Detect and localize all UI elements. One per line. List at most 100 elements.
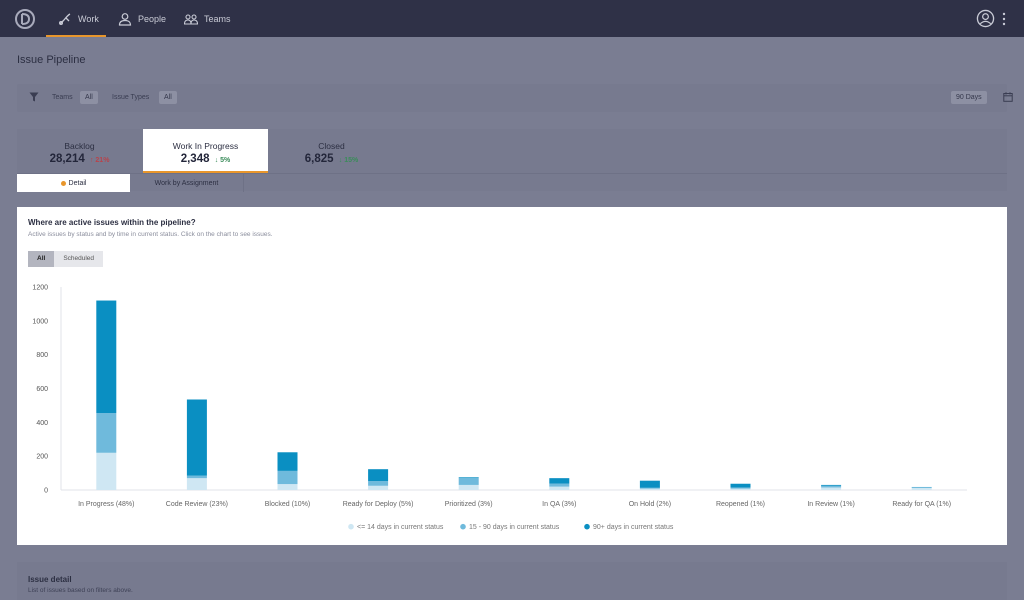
x-tick-label: Code Review (23%) xyxy=(166,501,228,508)
active-tab-indicator xyxy=(46,35,106,37)
teams-filter-select[interactable]: All xyxy=(80,91,98,104)
tab-backlog-title: Backlog xyxy=(64,141,95,151)
bar-segment xyxy=(730,487,751,489)
wip-count: 2,348 xyxy=(180,153,210,165)
y-tick-label: 800 xyxy=(36,352,48,359)
bar-segment xyxy=(549,483,570,487)
legend-label: <= 14 days in current status xyxy=(357,524,444,531)
filter-icon[interactable] xyxy=(29,92,39,102)
backlog-count: 28,214 xyxy=(49,153,85,165)
issue-detail-subtitle: List of issues based on filters above. xyxy=(28,587,133,594)
bar-segment xyxy=(458,477,479,479)
backlog-delta-value: 21% xyxy=(95,157,110,164)
x-tick-label: Ready for Deploy (5%) xyxy=(343,501,414,508)
tab-backlog[interactable]: Backlog 28,214 ↑ 21% xyxy=(17,129,142,172)
person-icon xyxy=(118,12,132,26)
active-dot-icon xyxy=(60,180,66,186)
y-tick-label: 400 xyxy=(36,420,48,427)
legend-label: 15 - 90 days in current status xyxy=(469,524,560,531)
legend-item: 90+ days in current status xyxy=(584,523,674,531)
issue-types-filter-label: Issue Types xyxy=(112,94,150,101)
subtab-detail[interactable]: Detail xyxy=(17,174,130,192)
x-tick-label: Prioritized (3%) xyxy=(445,501,493,508)
top-navigation: Work People Teams xyxy=(0,0,1024,37)
calendar-icon[interactable] xyxy=(1003,92,1013,102)
nav-people[interactable]: People xyxy=(118,0,166,37)
x-tick-label: Blocked (10%) xyxy=(265,501,311,508)
bar-segment xyxy=(368,485,389,490)
bar-segment xyxy=(186,478,207,490)
bar-segment xyxy=(368,481,389,486)
tab-work-in-progress[interactable]: Work In Progress 2,348 ↓ 5% xyxy=(143,129,268,173)
issue-types-filter-select[interactable]: All xyxy=(159,91,177,104)
tab-closed[interactable]: Closed 6,825 ↓ 15% xyxy=(269,129,394,172)
x-tick-label: On Hold (2%) xyxy=(629,501,671,508)
bar-segment xyxy=(639,480,660,488)
y-tick-label: 200 xyxy=(36,454,48,461)
work-icon xyxy=(59,12,71,25)
view-toggle: All Scheduled xyxy=(28,251,104,267)
legend-label: 90+ days in current status xyxy=(593,524,674,531)
subtab-assignment-label: Work by Assignment xyxy=(154,179,219,187)
bar-segment xyxy=(911,486,932,488)
y-tick-label: 1200 xyxy=(32,285,48,292)
teams-icon xyxy=(184,13,198,25)
x-tick-label: In Review (1%) xyxy=(807,501,854,508)
legend-swatch xyxy=(460,523,466,530)
bar-segment xyxy=(277,470,298,485)
bar-segment xyxy=(639,488,660,490)
y-tick-label: 1000 xyxy=(32,318,48,325)
bar-segment xyxy=(96,413,117,453)
closed-delta: ↓ 15% xyxy=(338,157,359,164)
bar-segment xyxy=(821,484,842,486)
bar-segment xyxy=(458,478,479,485)
y-tick-label: 0 xyxy=(44,488,48,495)
bar-segment xyxy=(911,487,932,490)
user-avatar-icon[interactable] xyxy=(976,9,995,28)
bar-segment xyxy=(186,399,207,476)
bar-segment xyxy=(96,452,117,490)
more-menu-icon[interactable] xyxy=(1001,12,1007,26)
tab-wip-title: Work In Progress xyxy=(172,141,239,151)
nav-people-label: People xyxy=(138,13,167,24)
x-tick-label: Ready for QA (1%) xyxy=(892,501,951,508)
bar-segment xyxy=(549,486,570,490)
active-tab-indicator xyxy=(143,171,268,173)
nav-teams-label: Teams xyxy=(204,13,231,24)
wip-delta: ↓ 5% xyxy=(214,157,231,164)
pipeline-bar-chart[interactable]: 0 200 400 600 800 1000 1200 In Progress (48%) Co… xyxy=(17,277,1007,545)
bar-segment xyxy=(96,300,117,414)
closed-count: 6,825 xyxy=(304,153,334,165)
toggle-scheduled[interactable]: Scheduled xyxy=(54,251,104,267)
toggle-all[interactable]: All xyxy=(28,251,55,267)
nav-teams[interactable]: Teams xyxy=(184,0,231,37)
app-logo-icon[interactable] xyxy=(14,8,36,30)
bar-segment xyxy=(821,485,842,488)
sub-tabs: Detail Work by Assignment xyxy=(17,173,1007,192)
wip-delta-value: 5% xyxy=(220,157,231,164)
bar-segment xyxy=(458,484,479,490)
page-title: Issue Pipeline xyxy=(17,54,86,66)
pipeline-chart-card: Where are active issues within the pipel… xyxy=(17,207,1007,545)
date-range-select[interactable]: 90 Days xyxy=(951,91,987,104)
bar-segment xyxy=(277,484,298,490)
bar-segment xyxy=(730,483,751,488)
closed-delta-value: 15% xyxy=(344,157,359,164)
chart-card-title: Where are active issues within the pipel… xyxy=(28,218,196,227)
x-tick-label: In QA (3%) xyxy=(542,501,576,508)
legend-swatch xyxy=(584,523,590,530)
legend-swatch xyxy=(348,523,354,530)
bar-segment xyxy=(368,469,389,482)
subtab-work-by-assignment[interactable]: Work by Assignment xyxy=(130,174,244,192)
bar-segment xyxy=(549,478,570,484)
bar-segment xyxy=(639,487,660,489)
legend-item: 15 - 90 days in current status xyxy=(460,523,560,531)
bar-segment xyxy=(277,452,298,471)
issue-detail-card: Issue detail List of issues based on fil… xyxy=(17,562,1007,600)
bar-segment xyxy=(186,475,207,479)
x-tick-label: Reopened (1%) xyxy=(716,501,765,508)
x-tick-label: In Progress (48%) xyxy=(78,501,134,508)
nav-work[interactable]: Work xyxy=(46,0,106,37)
tab-closed-title: Closed xyxy=(318,141,345,151)
subtab-detail-label: Detail xyxy=(68,179,87,187)
